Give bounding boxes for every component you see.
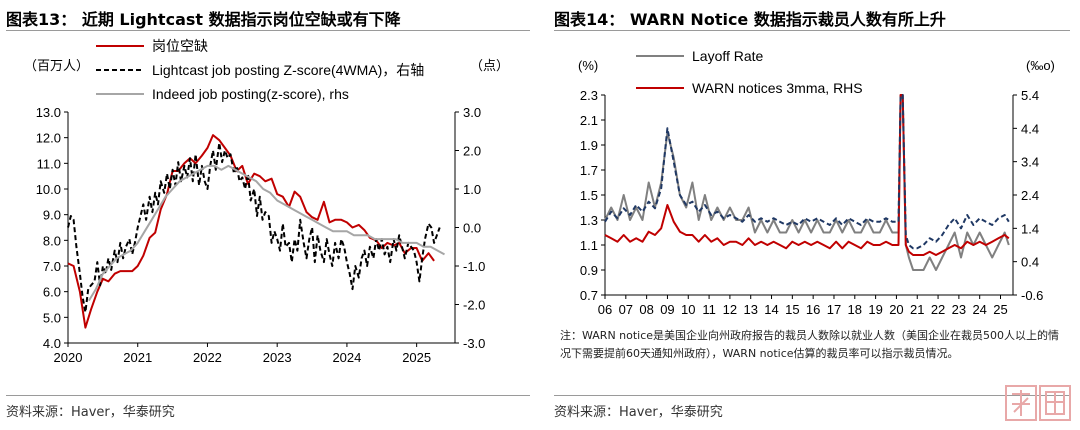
chart-title: 图表13： 近期 Lightcast 数据指示岗位空缺或有下降 xyxy=(6,10,401,29)
y-tick-label: 2.3 xyxy=(580,88,598,103)
series-line-0 xyxy=(604,94,1010,271)
watermark-logo xyxy=(1005,385,1071,421)
y-tick-label: 0.9 xyxy=(580,263,598,278)
y2-tick-label: 1.4 xyxy=(1021,221,1039,236)
y2-tick-label: -0.6 xyxy=(1021,288,1043,303)
x-tick-label: 11 xyxy=(702,302,716,317)
x-tick-label: 2021 xyxy=(123,350,152,365)
x-tick-label: 12 xyxy=(723,302,737,317)
y2-tick-label: 0.0 xyxy=(463,221,481,236)
legend-label: Layoff Rate xyxy=(692,48,764,64)
left-axis-unit: (%) xyxy=(578,58,598,73)
y2-tick-label: 3.0 xyxy=(463,105,481,120)
left-chart-panel: 图表13： 近期 Lightcast 数据指示岗位空缺或有下降 4.0 5.0 6.… xyxy=(6,10,530,420)
x-tick-label: 20 xyxy=(889,302,903,317)
right-chart: 0.7 0.9 1.1 1.3 1.5 1.7 1.9 2.1 2.3 -0.6 0.4 1.4 2.4… xyxy=(578,48,1055,317)
y-tick-label: 1.3 xyxy=(580,213,598,228)
source-rule xyxy=(554,395,1070,396)
x-tick-label: 14 xyxy=(764,302,778,317)
y-tick-label: 2.1 xyxy=(580,113,598,128)
x-tick-label: 23 xyxy=(952,302,966,317)
series-line-0 xyxy=(67,134,435,329)
y2-tick-label: 2.4 xyxy=(1021,188,1039,203)
y2-tick-label: -1.0 xyxy=(463,259,485,274)
title-rule xyxy=(554,30,1070,31)
x-tick-label: 2023 xyxy=(263,350,292,365)
x-tick-label: 06 xyxy=(598,302,612,317)
y-tick-label: 9.0 xyxy=(43,208,61,223)
chart-title: 图表14： WARN Notice 数据指示裁员人数有所上升 xyxy=(554,10,946,29)
x-tick-label: 07 xyxy=(619,302,633,317)
x-tick-label: 15 xyxy=(785,302,799,317)
x-tick-label: 09 xyxy=(660,302,674,317)
footnote: 注：WARN notice是美国企业向州政府报告的裁员人数除以就业人数（美国企业… xyxy=(560,329,1060,360)
y2-tick-label: 3.4 xyxy=(1021,155,1039,170)
series-line-2 xyxy=(88,164,445,302)
series-line-1 xyxy=(604,94,1010,256)
y-tick-label: 1.9 xyxy=(580,138,598,153)
y-tick-label: 4.0 xyxy=(43,336,61,351)
x-tick-label: 08 xyxy=(639,302,653,317)
y-tick-label: 11.0 xyxy=(37,156,61,171)
legend-label: Lightcast job posting Z-score(4WMA)，右轴 xyxy=(152,62,424,78)
y2-tick-label: 0.4 xyxy=(1021,255,1039,270)
source-note: 资料来源：Haver，华泰研究 xyxy=(554,405,723,420)
y-tick-label: 0.7 xyxy=(580,288,598,303)
left-chart: 4.0 5.0 6.0 7.0 8.0 9.0 10.0 11.0 12.0 13.0 -3.0 -2… xyxy=(24,38,509,365)
y-tick-label: 8.0 xyxy=(43,233,61,248)
y-tick-label: 1.1 xyxy=(580,238,598,253)
right-axis-unit: (‰o) xyxy=(1026,58,1055,73)
x-tick-label: 18 xyxy=(848,302,862,317)
x-tick-label: 22 xyxy=(931,302,945,317)
x-tick-label: 19 xyxy=(868,302,882,317)
y2-tick-label: 2.0 xyxy=(463,144,481,159)
y-tick-label: 1.5 xyxy=(580,188,598,203)
x-tick-label: 10 xyxy=(681,302,695,317)
x-tick-label: 25 xyxy=(993,302,1007,317)
x-tick-label: 2022 xyxy=(193,350,222,365)
source-note: 资料来源：Haver，华泰研究 xyxy=(6,405,175,420)
y2-tick-label: -2.0 xyxy=(463,298,485,313)
x-tick-label: 16 xyxy=(806,302,820,317)
x-tick-label: 17 xyxy=(827,302,841,317)
legend-label: Indeed job posting(z-score), rhs xyxy=(152,86,349,102)
y-tick-label: 1.7 xyxy=(580,163,598,178)
y-tick-label: 12.0 xyxy=(36,131,61,146)
y2-tick-label: 1.0 xyxy=(463,182,481,197)
y-tick-label: 10.0 xyxy=(36,182,61,197)
y2-tick-label: 5.4 xyxy=(1021,88,1039,103)
x-tick-label: 13 xyxy=(743,302,757,317)
series-line-2 xyxy=(604,94,1010,250)
y2-tick-label: 4.4 xyxy=(1021,121,1039,136)
x-tick-label: 2020 xyxy=(54,350,83,365)
y-tick-label: 13.0 xyxy=(36,105,61,120)
y2-tick-label: -3.0 xyxy=(463,336,485,351)
right-axis-unit: （点） xyxy=(470,58,509,73)
series-line-1 xyxy=(67,141,441,314)
right-chart-panel: 图表14： WARN Notice 数据指示裁员人数有所上升 0.7 0.9 1.1… xyxy=(548,0,1080,430)
x-tick-label: 2024 xyxy=(332,350,361,365)
legend-label: 岗位空缺 xyxy=(152,38,208,54)
y-tick-label: 5.0 xyxy=(43,310,61,325)
title-rule xyxy=(6,30,530,31)
x-tick-label: 2025 xyxy=(402,350,431,365)
x-tick-label: 24 xyxy=(972,302,986,317)
legend-label: WARN notices 3mma, RHS xyxy=(692,80,863,96)
x-tick-label: 21 xyxy=(910,302,924,317)
source-rule xyxy=(6,395,530,396)
y-tick-label: 7.0 xyxy=(43,259,61,274)
left-axis-unit: （百万人） xyxy=(24,58,89,73)
y-tick-label: 6.0 xyxy=(43,285,61,300)
